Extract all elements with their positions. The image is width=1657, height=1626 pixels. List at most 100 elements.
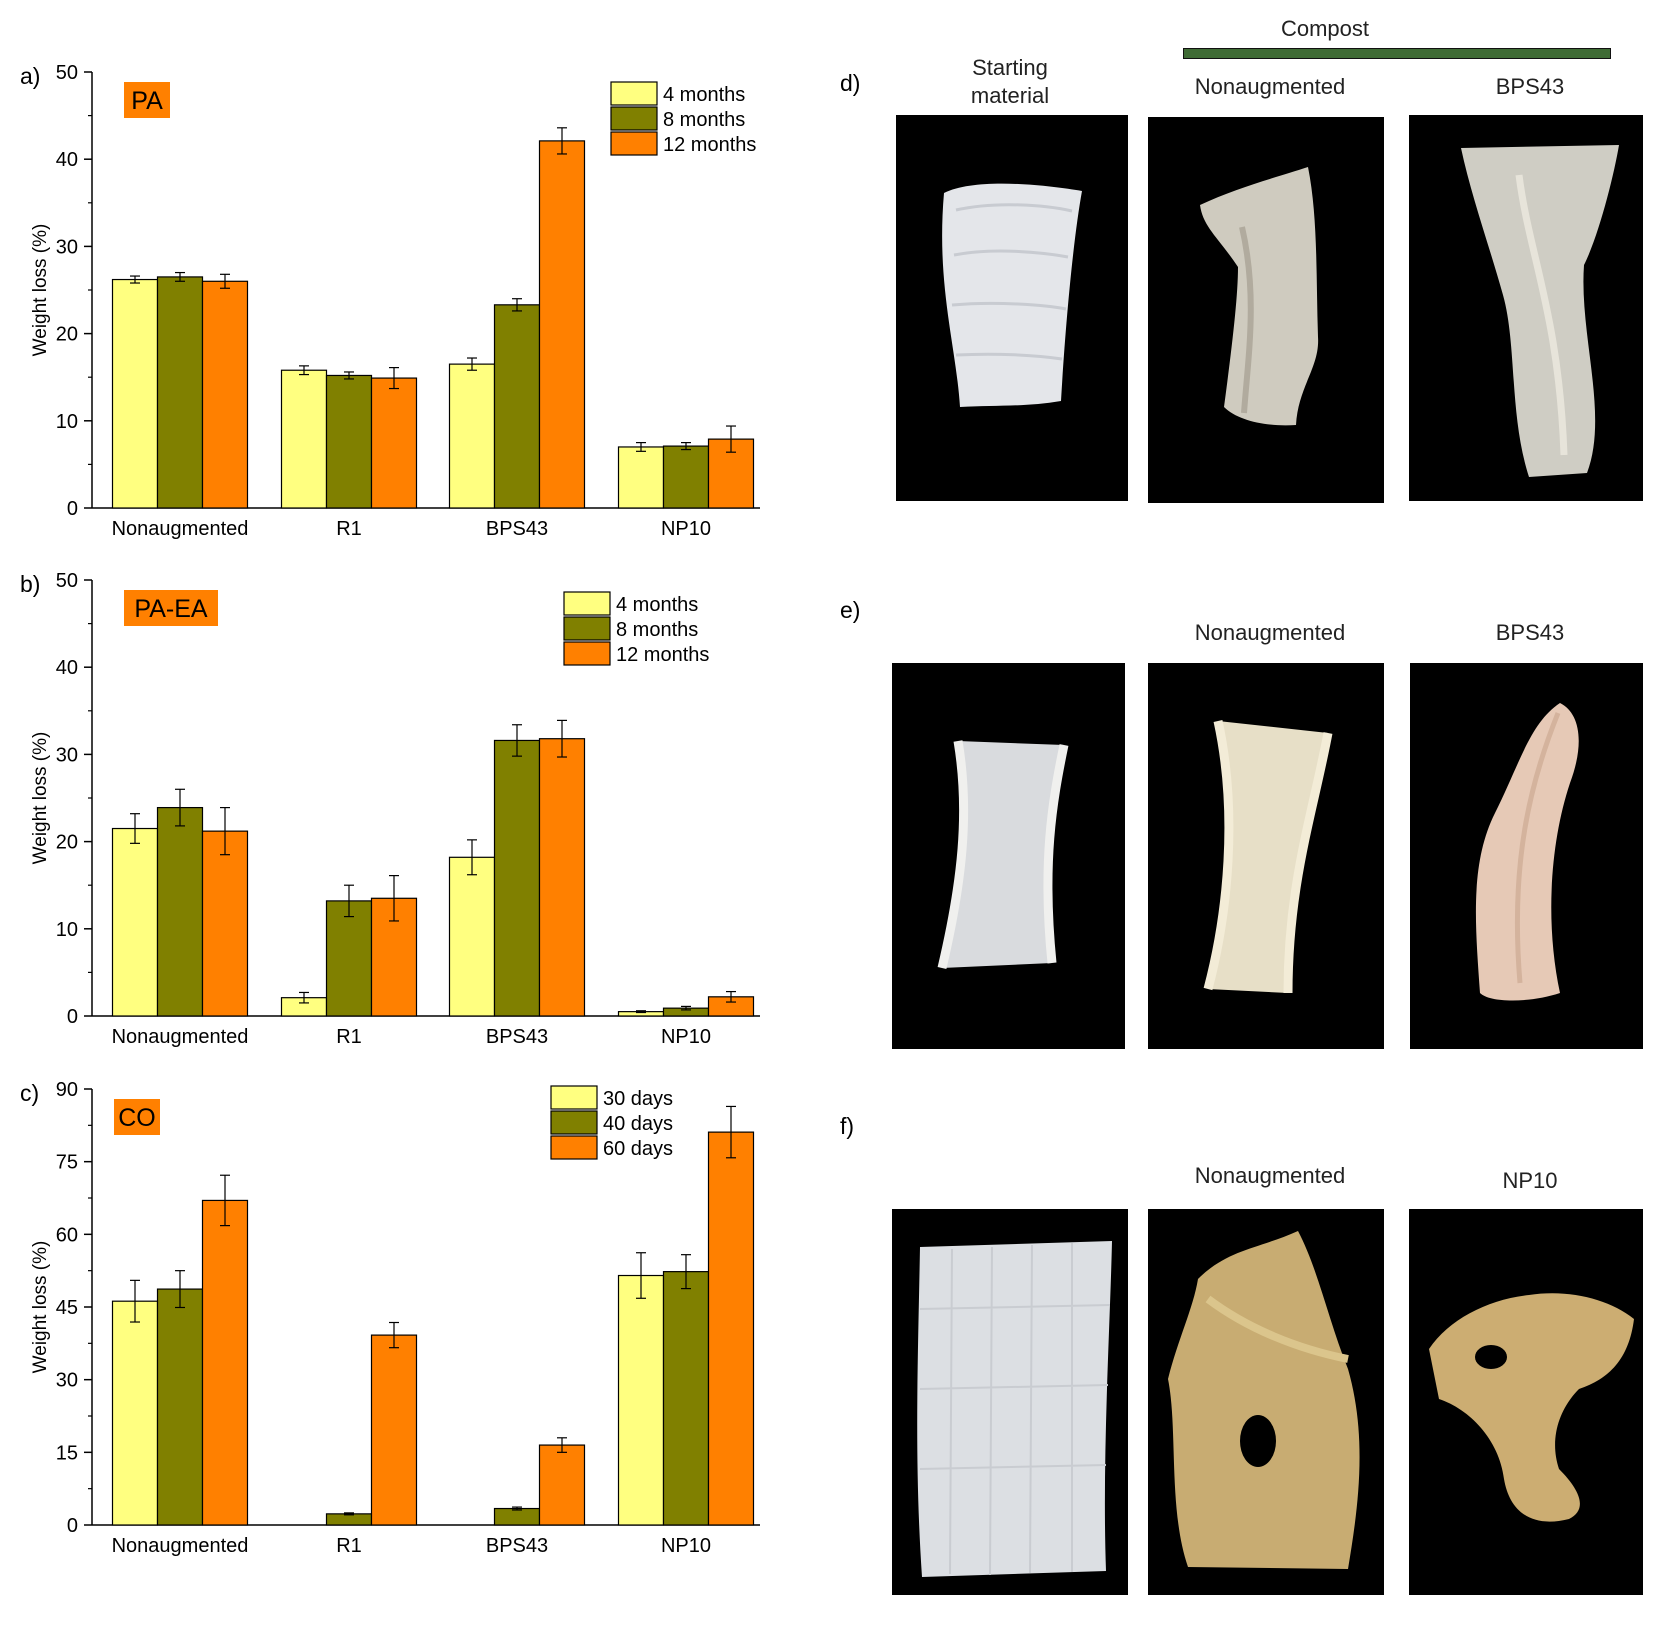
legend-swatch bbox=[550, 1085, 598, 1110]
title-box bbox=[114, 1099, 160, 1135]
legend-label: 60 days bbox=[603, 1138, 673, 1160]
photo-e-nonaugmented bbox=[1148, 663, 1384, 1049]
bar bbox=[617, 1274, 665, 1526]
fabric-image bbox=[937, 740, 1069, 970]
x-tick-label: Nonaugmented bbox=[112, 1535, 249, 1557]
bar bbox=[370, 377, 418, 509]
chart-3: 0 15 30 45 60 75 90 Weight loss (%) c) CO Nonaugme… bbox=[20, 1079, 760, 1557]
bar bbox=[111, 827, 159, 1017]
y-tick-label: 20 bbox=[56, 832, 78, 854]
fabric-image bbox=[1429, 1293, 1634, 1522]
bar bbox=[493, 304, 541, 509]
fabric-image bbox=[1461, 145, 1619, 477]
legend-label: 40 days bbox=[603, 1113, 673, 1135]
photo-d-starting bbox=[896, 115, 1128, 501]
y-tick-label: 10 bbox=[56, 411, 78, 433]
panel-letter: a) bbox=[20, 63, 40, 89]
title-box bbox=[124, 590, 218, 626]
legend-swatch bbox=[610, 81, 658, 106]
panel-letter: b) bbox=[20, 571, 40, 597]
chart-2: 0 10 20 30 40 50 Weight loss (%) b) PA-EA Nonaugm… bbox=[20, 570, 760, 1048]
bar bbox=[448, 363, 496, 509]
bar bbox=[662, 1271, 710, 1526]
y-tick-label: 20 bbox=[56, 324, 78, 346]
y-tick-label: 40 bbox=[56, 149, 78, 171]
legend-swatch bbox=[550, 1110, 598, 1135]
bar bbox=[201, 830, 249, 1017]
bar bbox=[707, 438, 755, 509]
y-tick-label: 0 bbox=[67, 1515, 78, 1537]
x-tick-label: Nonaugmented bbox=[112, 518, 249, 540]
fabric-image bbox=[942, 183, 1082, 407]
label-d-starting-text: Starting material bbox=[970, 55, 1050, 108]
y-tick-label: 15 bbox=[56, 1442, 78, 1464]
y-tick-label: 0 bbox=[67, 498, 78, 520]
bar bbox=[156, 1288, 204, 1526]
bar bbox=[370, 1334, 418, 1526]
legend-label: 30 days bbox=[603, 1088, 673, 1110]
fabric-image bbox=[1203, 720, 1333, 994]
label-d-nonaug: Nonaugmented bbox=[1194, 74, 1346, 99]
bar bbox=[538, 738, 586, 1017]
label-d-bps43: BPS43 bbox=[1495, 74, 1565, 99]
y-tick-label: 90 bbox=[56, 1079, 78, 1101]
bar bbox=[325, 900, 373, 1017]
title-box bbox=[124, 82, 170, 118]
legend-label: 12 months bbox=[663, 134, 756, 156]
compost-label: Compost bbox=[1280, 16, 1370, 41]
bar-charts-area: 0 10 20 30 40 50 Weight loss (%) a) PA Nonaugment… bbox=[20, 62, 760, 1557]
bar bbox=[493, 739, 541, 1017]
bar bbox=[201, 1199, 249, 1526]
bar bbox=[617, 446, 665, 509]
panel-letter: c) bbox=[20, 1080, 39, 1106]
legend-swatch bbox=[610, 106, 658, 131]
y-axis-label: Weight loss (%) bbox=[30, 224, 51, 357]
legend-swatch bbox=[550, 1135, 598, 1160]
legend-label: 4 months bbox=[616, 594, 698, 616]
fabric-image bbox=[1200, 167, 1319, 426]
x-tick-label: R1 bbox=[336, 518, 362, 540]
bar bbox=[707, 1131, 755, 1526]
fabric-image bbox=[1475, 703, 1579, 1001]
y-tick-label: 30 bbox=[56, 1370, 78, 1392]
chart-title: CO bbox=[118, 1104, 156, 1132]
bar bbox=[156, 276, 204, 509]
bar bbox=[325, 1513, 373, 1526]
legend-label: 12 months bbox=[616, 644, 709, 666]
photo-f-starting bbox=[892, 1209, 1128, 1595]
chart-1: 0 10 20 30 40 50 Weight loss (%) a) PA Nonaugment… bbox=[20, 62, 760, 540]
legend-swatch bbox=[610, 131, 658, 156]
x-tick-label: R1 bbox=[336, 1026, 362, 1048]
x-tick-label: NP10 bbox=[661, 1535, 711, 1557]
x-tick-label: R1 bbox=[336, 1535, 362, 1557]
y-tick-label: 75 bbox=[56, 1152, 78, 1174]
photo-e-starting bbox=[892, 663, 1125, 1049]
photo-d-nonaugmented bbox=[1148, 117, 1384, 503]
bar bbox=[201, 280, 249, 509]
y-tick-label: 30 bbox=[56, 744, 78, 766]
x-tick-label: NP10 bbox=[661, 518, 711, 540]
photo-e-bps43 bbox=[1410, 663, 1643, 1049]
label-d-starting: Starting material bbox=[905, 54, 1115, 110]
y-tick-label: 0 bbox=[67, 1006, 78, 1028]
bar bbox=[493, 1507, 541, 1526]
label-e-nonaug: Nonaugmented bbox=[1194, 620, 1346, 645]
y-tick-label: 50 bbox=[56, 570, 78, 592]
label-f-np10: NP10 bbox=[1502, 1168, 1558, 1193]
panel-d-letter: d) bbox=[840, 70, 861, 96]
bar bbox=[111, 1300, 159, 1526]
x-tick-label: Nonaugmented bbox=[112, 1026, 249, 1048]
chart-title: PA-EA bbox=[134, 595, 207, 623]
bar bbox=[662, 445, 710, 509]
bar bbox=[538, 1444, 586, 1526]
y-axis-label: Weight loss (%) bbox=[30, 1241, 51, 1374]
y-tick-label: 60 bbox=[56, 1224, 78, 1246]
y-tick-label: 10 bbox=[56, 919, 78, 941]
x-tick-label: BPS43 bbox=[486, 1535, 548, 1557]
compost-bar bbox=[1183, 48, 1611, 59]
x-tick-label: BPS43 bbox=[486, 1026, 548, 1048]
panel-f-letter: f) bbox=[840, 1113, 855, 1139]
label-e-bps43: BPS43 bbox=[1495, 620, 1565, 645]
y-tick-label: 50 bbox=[56, 62, 78, 84]
fabric-image bbox=[1168, 1231, 1360, 1569]
